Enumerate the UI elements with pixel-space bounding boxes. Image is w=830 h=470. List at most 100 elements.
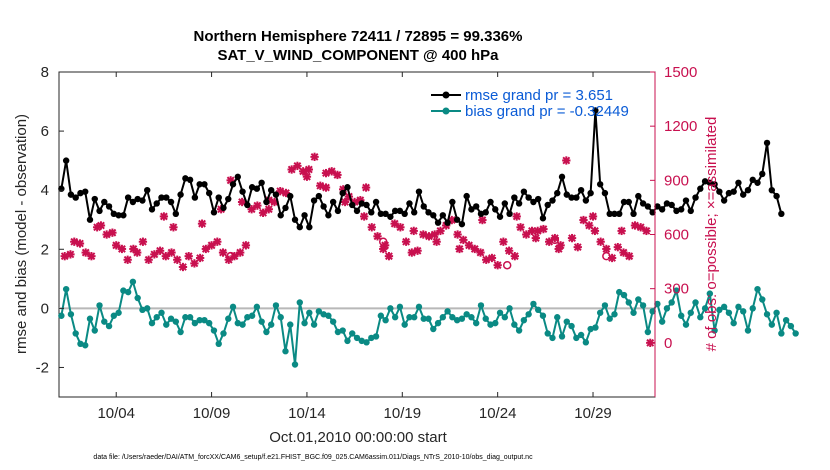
rmse-point [620, 198, 628, 206]
bias-point [272, 302, 280, 309]
rmse-point [740, 191, 747, 198]
rmse-point [749, 176, 756, 184]
assimilated-obs-marker [281, 188, 291, 198]
rmse-point [325, 212, 332, 219]
rmse-point [229, 181, 237, 188]
assimilated-obs-marker [333, 170, 342, 180]
bias-point [668, 299, 675, 306]
assimilated-obs-marker [401, 237, 411, 246]
legend-rmse-marker [442, 91, 450, 99]
bias-point [620, 291, 628, 299]
bias-point [134, 294, 141, 302]
rmse-point [592, 107, 599, 114]
assimilated-obs-marker [87, 252, 96, 261]
assimilated-obs-marker [590, 226, 600, 236]
bias-point [315, 308, 323, 315]
bias-point [573, 334, 580, 342]
assimilated-obs-marker [321, 168, 331, 178]
bias-point [225, 315, 232, 322]
rmse-point [368, 209, 375, 216]
bias-point [554, 314, 561, 321]
bias-point [329, 318, 337, 325]
bias-point [339, 327, 346, 334]
bias-point [277, 314, 284, 321]
bias-point [439, 314, 447, 321]
rmse-point [353, 207, 361, 215]
assimilated-obs-marker [579, 215, 588, 225]
assimilated-obs-marker [287, 165, 296, 174]
legend: rmse grand pr = 3.651 bias grand pr = -0… [431, 87, 629, 120]
bias-point [158, 309, 165, 316]
bias-point [344, 337, 351, 345]
bias-point [687, 309, 694, 316]
rmse-point [678, 206, 685, 213]
assimilated-obs-marker [161, 252, 170, 261]
bias-point [287, 321, 294, 328]
assimilated-obs-marker [213, 237, 222, 246]
bias-point [411, 314, 418, 321]
bias-point [182, 314, 189, 321]
rmse-point [563, 191, 570, 198]
bias-point [186, 314, 194, 321]
bias-point [377, 312, 385, 319]
y-tick-label: 8 [41, 64, 49, 81]
assimilated-obs-marker [184, 252, 193, 261]
bias-point [96, 302, 103, 309]
assimilated-obs-marker [487, 253, 497, 263]
rmse-point [129, 198, 137, 206]
rmse-point [267, 186, 275, 194]
bias-point [663, 305, 671, 312]
y-axis-left-label: rmse and bias (model - observation) [13, 114, 30, 354]
bias-point [530, 300, 537, 308]
rmse-point [401, 210, 408, 218]
bias-point [458, 315, 466, 322]
bias-point [582, 339, 590, 346]
assimilated-obs-marker [459, 235, 468, 245]
assimilated-obs-marker [361, 183, 371, 192]
rmse-point [205, 189, 213, 197]
assimilated-obs-marker [197, 219, 207, 228]
y-tick-label: 2 [41, 241, 49, 258]
bias-point [463, 311, 470, 318]
assimilated-obs-marker [464, 241, 474, 250]
bias-point [735, 303, 742, 311]
bias-point [515, 327, 523, 334]
assimilated-obs-marker [596, 237, 605, 246]
rmse-point [515, 200, 523, 207]
y-tick-label: 4 [41, 182, 49, 199]
y-right-tick-label: 900 [664, 172, 689, 189]
rmse-point [601, 189, 609, 197]
assimilated-obs-marker [133, 248, 142, 257]
bias-point [291, 361, 299, 368]
bias-point [58, 312, 65, 319]
assimilated-obs-marker [66, 250, 75, 259]
bias-point [492, 319, 499, 327]
assimilated-obs-marker [195, 253, 205, 263]
rmse-point [282, 204, 289, 212]
bias-point [215, 340, 222, 348]
rmse-point [420, 203, 427, 210]
bias-point [496, 309, 504, 316]
rmse-point [468, 206, 475, 213]
bias-point [549, 334, 556, 342]
assimilated-obs-marker [476, 248, 485, 257]
bias-point [716, 306, 723, 314]
assimilated-obs-marker [567, 233, 577, 243]
bias-point [387, 305, 394, 312]
rmse-point [511, 194, 518, 201]
assimilated-obs-marker [236, 248, 245, 257]
assimilated-obs-marker [253, 201, 262, 210]
y-axis-left-ticks: -2 0 2 4 6 8 [36, 64, 64, 376]
bias-point [201, 316, 208, 324]
rmse-point [449, 198, 456, 206]
bias-point [363, 339, 370, 346]
x-axis-label: Oct.01,2010 00:00:00 start [269, 429, 447, 446]
bias-point [577, 331, 585, 339]
rmse-point [554, 189, 561, 197]
rmse-point [82, 188, 89, 195]
bias-point [592, 324, 599, 331]
rmse-point [105, 203, 113, 210]
assimilated-obs-marker [430, 230, 439, 239]
bias-point [62, 285, 70, 293]
bias-point [473, 319, 480, 327]
